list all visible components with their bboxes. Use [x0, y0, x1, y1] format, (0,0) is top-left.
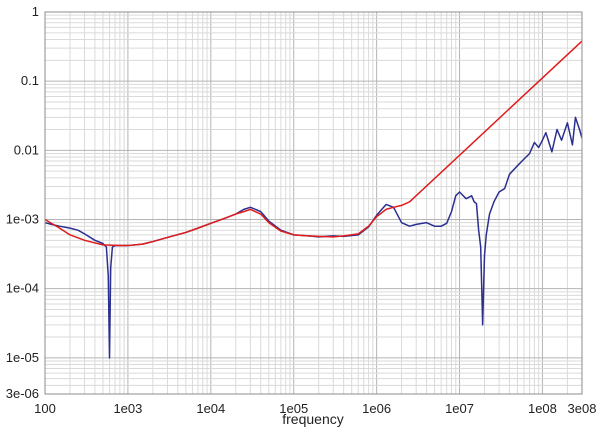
x-tick-label: 1e07 — [445, 401, 474, 416]
y-tick-labels: 1 0.1 0.01 1e-03 1e-04 1e-05 3e-06 — [6, 4, 39, 401]
plot-frame — [44, 11, 583, 395]
y-tick-label: 1e-04 — [6, 281, 39, 296]
x-tick-label: 1e06 — [362, 401, 391, 416]
y-tick-label: 3e-06 — [6, 386, 39, 401]
x-tick-label: 3e08 — [568, 401, 597, 416]
y-tick-label: 0.01 — [14, 142, 39, 157]
plot-area — [45, 12, 582, 394]
series-group — [44, 40, 583, 359]
x-tick-label: 1e08 — [528, 401, 557, 416]
y-tick-label: 1e-05 — [6, 350, 39, 365]
y-tick-label: 0.1 — [21, 73, 39, 88]
x-axis-title: frequency — [282, 411, 343, 427]
x-tick-label: 1e05 — [279, 401, 308, 416]
grid — [45, 12, 582, 394]
y-tick-label: 1 — [32, 4, 39, 19]
x-tick-label: 1e03 — [113, 401, 142, 416]
series-line-2 — [44, 40, 583, 247]
x-tick-labels: 100 1e03 1e04 1e05 1e06 1e07 1e08 3e08 — [34, 401, 596, 416]
y-tick-label: 1e-03 — [6, 212, 39, 227]
x-tick-label: 100 — [34, 401, 56, 416]
x-tick-label: 1e04 — [196, 401, 225, 416]
